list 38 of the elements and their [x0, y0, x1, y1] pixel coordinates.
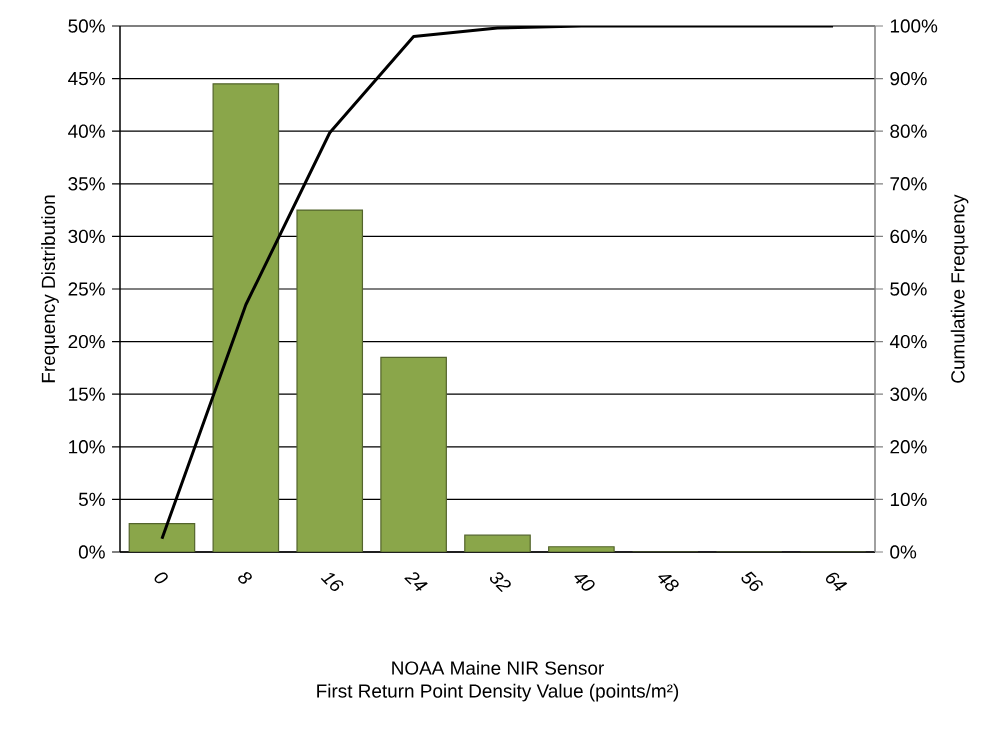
y2-tick-label: 70% — [890, 177, 927, 191]
bar — [212, 83, 280, 552]
x-tick-label: 56 — [741, 571, 763, 591]
y-tick-label: 30% — [68, 229, 105, 244]
y-tick-label: 40% — [68, 124, 105, 138]
y2-tick-label: 30% — [890, 387, 927, 401]
y2-tick-label: 60% — [890, 229, 927, 244]
y2-tick-label: 0% — [890, 545, 917, 559]
x-tick-label: 40 — [574, 574, 595, 591]
y-tick-label: 0% — [78, 545, 105, 559]
y2-tick-label: 50% — [890, 282, 927, 296]
y2-tick-label: 20% — [890, 440, 927, 454]
x-tick-label: 48 — [658, 574, 679, 592]
bar — [296, 209, 364, 552]
x-tick-label: 8 — [238, 572, 252, 584]
y2-tick-label: 40% — [889, 334, 927, 349]
y2-tick-label: 80% — [890, 124, 927, 138]
y2-tick-label: 100% — [890, 19, 938, 33]
y2-tick-label: 10% — [890, 492, 927, 507]
y-tick-label: 5% — [78, 492, 105, 507]
x-tick-label: 16 — [320, 572, 344, 591]
y-tick-label: 10% — [69, 440, 105, 454]
y-tick-label: 20% — [68, 334, 105, 349]
x-tick-label: 24 — [404, 572, 428, 592]
bar — [128, 523, 196, 552]
y-axis-title: Frequency Distribution — [41, 195, 59, 383]
x-tick-label: 0 — [154, 572, 168, 584]
y-tick-label: 15% — [69, 387, 105, 401]
x-tick-label: 64 — [825, 572, 848, 592]
y-tick-label: 25% — [68, 282, 105, 296]
y-tick-label: 45% — [68, 71, 105, 86]
x-tick-label: 32 — [489, 572, 511, 592]
bar — [380, 356, 447, 552]
y2-tick-label: 90% — [890, 71, 927, 86]
y-tick-label: 35% — [68, 177, 105, 191]
y-tick-label: 50% — [68, 19, 105, 33]
x-axis-title: NOAA Maine NIR Sensor First Return Point Density Value (points/m²) — [317, 660, 679, 702]
y2-axis-title: Cumulative Frequency — [950, 194, 969, 383]
